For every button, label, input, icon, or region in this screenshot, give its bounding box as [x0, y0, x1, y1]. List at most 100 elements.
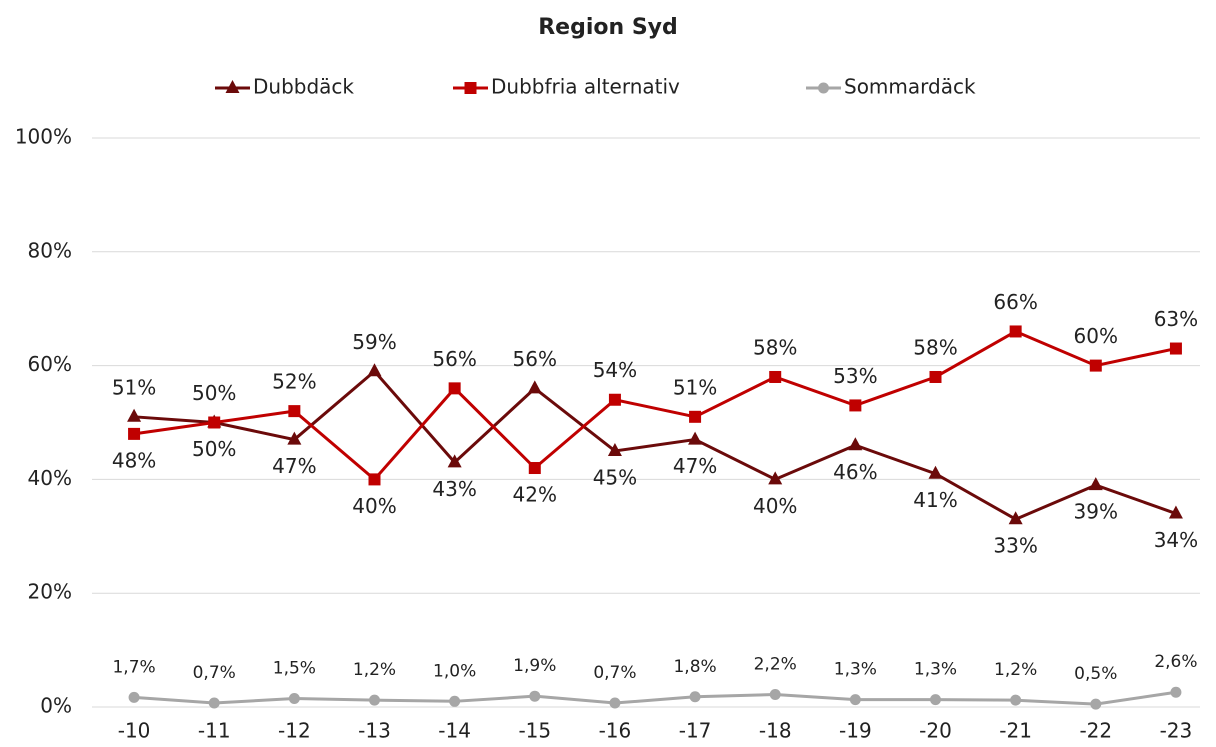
data-label: 33%	[993, 534, 1037, 558]
marker	[128, 691, 140, 703]
marker	[528, 462, 541, 475]
marker	[769, 370, 782, 383]
x-tick-label: -10	[118, 719, 151, 743]
marker	[608, 393, 621, 406]
marker	[769, 688, 781, 700]
data-label: 1,0%	[433, 661, 476, 681]
y-tick-label: 20%	[28, 580, 72, 604]
marker	[369, 694, 380, 706]
marker	[464, 82, 477, 94]
x-tick-label: -12	[278, 719, 311, 743]
data-label: 47%	[272, 454, 316, 478]
legend-label: Sommardäck	[844, 75, 976, 99]
marker	[287, 431, 302, 445]
marker	[288, 405, 301, 418]
marker	[768, 471, 783, 485]
marker	[208, 416, 221, 429]
marker	[1009, 325, 1022, 338]
marker	[849, 694, 861, 706]
data-label: 41%	[913, 488, 957, 512]
marker	[1088, 477, 1103, 491]
data-label: 2,2%	[754, 654, 797, 674]
y-tick-label: 40%	[28, 466, 72, 490]
marker	[689, 691, 701, 703]
marker	[1089, 359, 1102, 372]
data-label: 56%	[513, 347, 557, 371]
marker	[447, 454, 462, 468]
marker	[928, 465, 943, 479]
marker	[929, 370, 942, 383]
data-label: 53%	[833, 364, 877, 388]
y-tick-label: 60%	[28, 352, 72, 376]
data-label: 40%	[352, 494, 396, 518]
data-label: 52%	[272, 370, 316, 394]
marker	[527, 380, 542, 394]
marker	[1168, 505, 1183, 519]
chart-title: Region Syd	[538, 15, 678, 40]
y-tick-label: 0%	[40, 694, 72, 718]
x-tick-label: -11	[198, 719, 231, 743]
marker	[818, 82, 829, 94]
data-label: 66%	[993, 290, 1037, 314]
x-tick-label: -17	[679, 719, 712, 743]
x-tick-label: -22	[1079, 719, 1112, 743]
marker	[1170, 686, 1182, 698]
data-label: 1,5%	[273, 658, 316, 678]
marker	[1008, 511, 1023, 525]
data-label: 54%	[593, 358, 637, 382]
data-label: 50%	[192, 437, 236, 461]
marker	[849, 399, 862, 412]
series-line	[133, 369, 1177, 521]
data-label: 42%	[513, 483, 557, 507]
data-label: 60%	[1074, 324, 1118, 348]
data-label: 1,3%	[914, 660, 957, 680]
x-tick-label: -21	[999, 719, 1032, 743]
marker	[208, 697, 220, 709]
marker	[688, 431, 703, 445]
data-label: 0,5%	[1074, 664, 1117, 684]
data-label: 2,6%	[1154, 652, 1197, 672]
data-label: 1,7%	[112, 657, 155, 677]
marker	[128, 427, 141, 440]
x-tick-label: -13	[358, 719, 391, 743]
data-label: 48%	[112, 448, 156, 472]
marker	[1090, 698, 1102, 710]
data-label: 46%	[833, 460, 877, 484]
data-label: 34%	[1154, 528, 1198, 552]
data-label: 1,9%	[513, 656, 556, 676]
marker	[848, 437, 863, 451]
data-label: 1,8%	[673, 657, 716, 677]
marker	[448, 382, 461, 395]
marker	[225, 80, 240, 93]
data-label: 58%	[753, 335, 797, 359]
x-tick-label: -15	[518, 719, 551, 743]
data-label: 63%	[1154, 307, 1198, 331]
marker	[449, 695, 461, 707]
x-tick-label: -18	[759, 719, 792, 743]
data-label: 43%	[432, 477, 476, 501]
x-tick-label: -23	[1160, 719, 1193, 743]
x-tick-label: -20	[919, 719, 952, 743]
data-label: 59%	[352, 330, 396, 354]
data-label: 51%	[673, 375, 717, 399]
data-label: 1,2%	[994, 660, 1037, 680]
y-tick-label: 80%	[28, 238, 72, 262]
data-label: 50%	[192, 381, 236, 405]
marker	[607, 442, 622, 456]
marker	[689, 410, 702, 423]
marker	[1169, 342, 1182, 355]
legend-label: Dubbfria alternativ	[491, 75, 680, 99]
data-label: 0,7%	[593, 663, 636, 683]
legend-label: Dubbdäck	[253, 75, 354, 99]
x-tick-label: -14	[438, 719, 471, 743]
data-label: 51%	[112, 375, 156, 399]
data-label: 47%	[673, 454, 717, 478]
data-label: 40%	[753, 494, 797, 518]
marker	[367, 363, 382, 377]
marker	[288, 692, 300, 704]
data-label: 1,3%	[834, 660, 877, 680]
data-label: 56%	[432, 347, 476, 371]
data-label: 1,2%	[353, 660, 396, 680]
data-label: 58%	[913, 335, 957, 359]
